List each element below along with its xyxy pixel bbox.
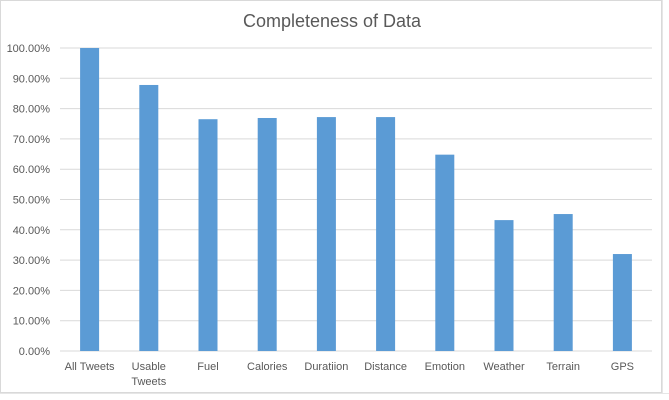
y-tick-label: 20.00%	[13, 285, 51, 297]
chart-title: Completeness of Data	[242, 11, 422, 31]
x-tick-label: Usable Tweets	[131, 361, 166, 388]
bar	[553, 214, 573, 351]
x-tick-label: Terrain	[546, 361, 580, 373]
sheet-gridline-right	[662, 0, 669, 400]
x-tick-label: Weather	[483, 361, 525, 373]
bar-chart: 0.00% 10.00% 20.00% 30.00% 40.00% 50.00% 60.00…	[7, 43, 652, 388]
sheet-gridline-bottom	[0, 393, 669, 400]
y-tick-label: 80.00%	[13, 104, 51, 116]
x-tick-label: Calories	[247, 361, 288, 373]
y-tick-label: 30.00%	[13, 255, 51, 267]
bar	[139, 84, 159, 351]
y-tick-label: 10.00%	[13, 316, 51, 328]
x-tick-label: Duratiion	[304, 361, 348, 373]
bar	[257, 117, 277, 351]
x-tick-label: All Tweets	[65, 361, 115, 373]
y-tick-label: 70.00%	[13, 134, 51, 146]
y-tick-label: 0.00%	[19, 346, 50, 358]
y-tick-label: 40.00%	[13, 225, 51, 237]
y-tick-label: 60.00%	[13, 164, 51, 176]
bar	[612, 254, 632, 351]
bar	[316, 117, 336, 351]
y-tick-label: 100.00%	[7, 43, 51, 55]
bar	[376, 117, 396, 351]
x-tick-label: Fuel	[197, 361, 218, 373]
y-tick-label: 90.00%	[13, 73, 51, 85]
bar	[198, 119, 218, 351]
bar	[80, 48, 100, 351]
x-tick-label: GPS	[611, 361, 634, 373]
bar	[435, 154, 455, 351]
y-tick-label: 50.00%	[13, 195, 51, 207]
x-tick-label: Distance	[364, 361, 407, 373]
bar	[494, 220, 514, 351]
x-tick-label: Emotion	[425, 361, 465, 373]
